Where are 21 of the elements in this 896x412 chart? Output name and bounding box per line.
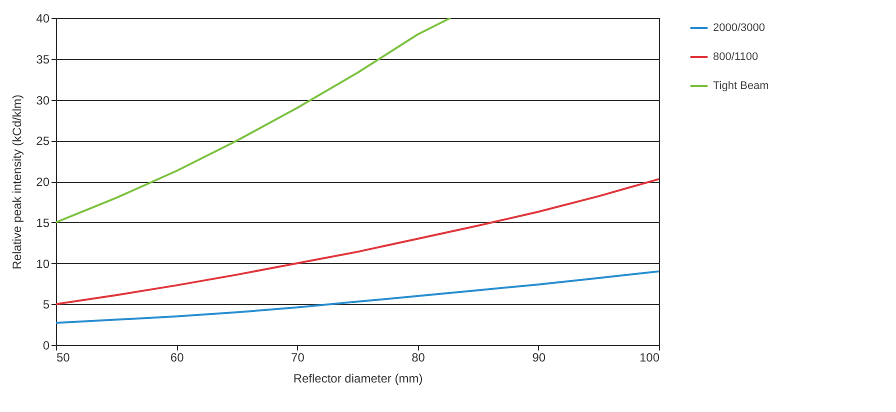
y-tick-label: 20: [36, 175, 50, 189]
x-tick-label: 70: [291, 350, 305, 364]
y-tick-label: 5: [42, 298, 50, 312]
line-series: [56, 18, 452, 224]
x-tick-label: 50: [56, 350, 70, 364]
legend-label: 800/1100: [713, 51, 758, 63]
y-tick-label: 10: [36, 256, 50, 271]
y-tick-label: 35: [36, 52, 50, 66]
x-tick-label: 80: [412, 350, 426, 364]
x-tick-label: 90: [532, 350, 546, 364]
x-tick-label: 60: [170, 350, 184, 364]
legend-label: Tight Beam: [713, 80, 769, 92]
x-tick-label: 100: [639, 350, 660, 364]
y-tick-label: 30: [36, 93, 50, 108]
y-axis-title: Relative peak intensity (kCd/klm): [10, 94, 24, 270]
y-tick-label: 25: [36, 134, 50, 148]
x-axis-title: Reflector diameter (mm): [293, 372, 423, 386]
y-tick-label: 40: [36, 12, 50, 26]
y-tick-label: 15: [36, 216, 50, 230]
y-tick-label: 0: [42, 338, 50, 352]
legend-label: 2000/3000: [713, 22, 765, 34]
